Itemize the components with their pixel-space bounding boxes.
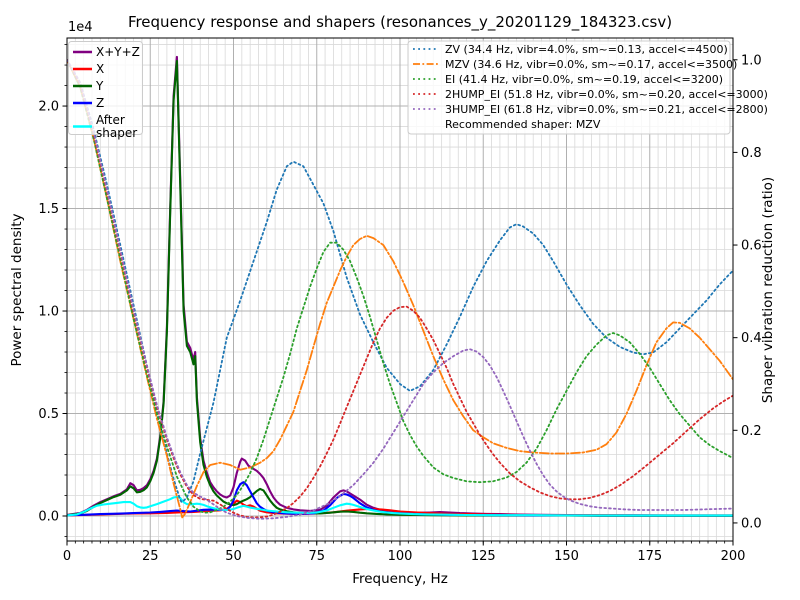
legend-label-after_shaper: shaper xyxy=(96,126,137,140)
legend-label-3hump_ei: 3HUMP_EI (61.8 Hz, vibr=0.0%, sm~=0.21, … xyxy=(445,103,768,116)
legend-label-2hump_ei: 2HUMP_EI (51.8 Hz, vibr=0.0%, sm~=0.20, … xyxy=(445,88,768,101)
y-right-tick-label: 0.0 xyxy=(741,516,762,531)
shaper-3hump_ei-curve xyxy=(67,58,733,520)
y-right-tick-label: 0.2 xyxy=(741,424,762,439)
y-left-tick-label: 2.0 xyxy=(38,100,59,115)
legend-label-y: Y xyxy=(95,79,104,93)
shaper-mzv-curve xyxy=(67,58,733,519)
curves xyxy=(67,55,733,520)
y-right-tick-label: 0.4 xyxy=(741,331,762,346)
shaper-zv-curve xyxy=(67,58,733,504)
x-tick-label: 150 xyxy=(554,549,579,564)
x-tick-label: 100 xyxy=(388,549,413,564)
x-tick-label: 125 xyxy=(471,549,496,564)
x-tick-label: 25 xyxy=(142,549,159,564)
shaper-2hump_ei-curve xyxy=(67,58,733,519)
x-tick-label: 200 xyxy=(721,549,746,564)
axes: 0 25 50 75 100 125 150 175 200 0.0 0.5 1.0 1.5 2.0 0.0… xyxy=(38,37,762,564)
shaper-ei-curve xyxy=(67,58,733,514)
y-right-tick-label: 1.0 xyxy=(741,53,762,68)
y-left-tick-label: 1.0 xyxy=(38,305,59,320)
x-tick-label: 75 xyxy=(308,549,325,564)
y-left-tick-label: 0.0 xyxy=(38,509,59,524)
y-left-tick-label: 0.5 xyxy=(38,407,59,422)
legend-label-x: X xyxy=(96,62,104,76)
y-left-tick-label: 1.5 xyxy=(38,202,59,217)
legend-label-after_shaper: After xyxy=(96,113,125,127)
legend-shapers-box xyxy=(407,40,731,135)
legend-label-z: Z xyxy=(96,96,104,110)
x-tick-label: 0 xyxy=(63,549,71,564)
x-tick-label: 175 xyxy=(637,549,662,564)
legend-psd-box xyxy=(68,41,143,135)
legend-label-ei: EI (41.4 Hz, vibr=0.0%, sm~=0.19, accel<… xyxy=(445,73,723,86)
psd-y-curve xyxy=(67,59,733,517)
legend-label-mzv: MZV (34.6 Hz, vibr=0.0%, sm~=0.17, accel… xyxy=(445,58,737,71)
y-axis-label-left: Power spectral density xyxy=(9,213,25,366)
psd-after_shaper-curve xyxy=(67,495,733,517)
legend-label-xyz: X+Y+Z xyxy=(96,45,140,59)
y-right-tick-label: 0.6 xyxy=(741,239,762,254)
legend-shapers: ZV (34.4 Hz, vibr=4.0%, sm~=0.13, accel<… xyxy=(407,40,768,135)
y-axis-offset-text: 1e4 xyxy=(68,20,93,35)
x-tick-label: 50 xyxy=(225,549,242,564)
x-axis-label: Frequency, Hz xyxy=(352,571,448,587)
y-axis-label-right: Shaper vibration reduction (ratio) xyxy=(760,177,776,403)
legend-label-zv: ZV (34.4 Hz, vibr=4.0%, sm~=0.13, accel<… xyxy=(445,43,728,56)
y-right-tick-label: 0.8 xyxy=(741,146,762,161)
chart-title: Frequency response and shapers (resonanc… xyxy=(128,13,672,32)
legend-note: Recommended shaper: MZV xyxy=(445,118,601,131)
